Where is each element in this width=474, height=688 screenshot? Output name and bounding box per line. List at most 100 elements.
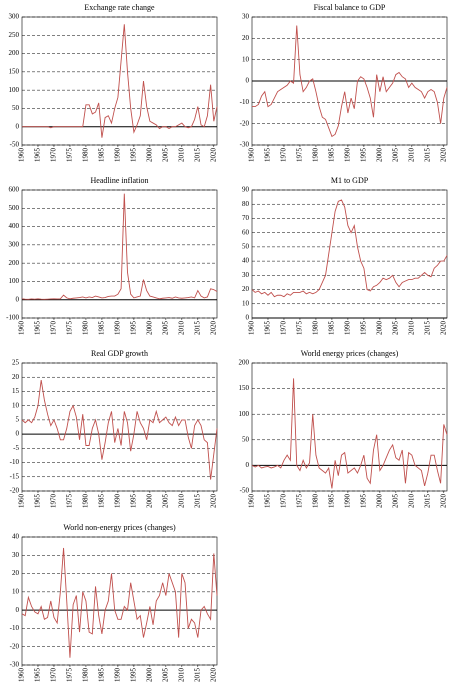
x-tick-label: 2000 xyxy=(145,494,153,509)
x-tick-label: 2005 xyxy=(161,668,169,683)
x-tick-label: 2020 xyxy=(439,494,447,509)
x-tick-label: 2010 xyxy=(177,494,185,509)
y-tick-label: -20 xyxy=(10,487,20,495)
y-tick-label: 10 xyxy=(242,299,250,307)
y-tick-label: 20 xyxy=(12,569,20,577)
x-tick-label: 2000 xyxy=(145,148,153,163)
x-tick-label: 1990 xyxy=(344,148,352,163)
y-tick-label: 25 xyxy=(12,359,20,367)
y-tick-label: 60 xyxy=(242,228,250,236)
x-tick-label: 1960 xyxy=(248,494,256,509)
y-tick-label: -30 xyxy=(10,661,20,669)
data-line xyxy=(21,193,218,300)
plot-frame xyxy=(21,362,218,492)
x-tick-label: 1970 xyxy=(280,321,288,336)
y-tick-label: 30 xyxy=(242,13,250,21)
data-line xyxy=(21,379,218,480)
x-tick-label: 1985 xyxy=(328,321,336,336)
x-tick-label: 1965 xyxy=(264,321,272,336)
x-tick-label: 2015 xyxy=(423,148,431,163)
y-tick-label: -15 xyxy=(10,472,20,480)
x-tick-label: 2000 xyxy=(375,494,383,509)
y-tick-label: 0 xyxy=(16,606,20,614)
y-tick-label: 10 xyxy=(242,55,250,63)
x-tick-label: 1990 xyxy=(114,321,122,336)
x-tick-label: 2005 xyxy=(391,494,399,509)
x-tick-label: 1970 xyxy=(280,148,288,163)
x-tick-label: 1965 xyxy=(264,148,272,163)
x-tick-label: 2005 xyxy=(161,148,169,163)
y-tick-label: -5 xyxy=(13,444,19,452)
y-tick-label: 15 xyxy=(12,387,20,395)
x-tick-label: 1980 xyxy=(82,321,90,336)
y-tick-label: 0 xyxy=(16,122,20,130)
x-tick-label: 2010 xyxy=(177,321,185,336)
y-tick-label: 20 xyxy=(242,34,250,42)
y-tick-label: 10 xyxy=(12,587,20,595)
x-tick-label: 1995 xyxy=(359,321,367,336)
x-tick-label: 1975 xyxy=(66,494,74,509)
y-tick-label: 80 xyxy=(242,200,250,208)
y-tick-label: 20 xyxy=(12,373,20,381)
x-tick-label: 2005 xyxy=(391,148,399,163)
y-tick-label: 90 xyxy=(242,186,250,194)
y-tick-label: 150 xyxy=(9,67,20,75)
x-tick-label: 2000 xyxy=(145,321,153,336)
y-tick-label: 30 xyxy=(242,271,250,279)
x-tick-label: 2020 xyxy=(209,148,217,163)
y-tick-label: 5 xyxy=(16,415,20,423)
x-tick-label: 1970 xyxy=(50,321,58,336)
y-tick-label: 30 xyxy=(12,551,20,559)
y-tick-label: 200 xyxy=(9,49,20,57)
x-tick-label: 2005 xyxy=(161,321,169,336)
x-tick-label: 1990 xyxy=(344,321,352,336)
x-tick-label: 2015 xyxy=(193,321,201,336)
y-tick-label: 200 xyxy=(239,359,250,367)
x-tick-label: 1980 xyxy=(312,321,320,336)
y-tick-label: 200 xyxy=(9,259,20,267)
x-tick-label: 1970 xyxy=(50,148,58,163)
y-tick-label: -50 xyxy=(10,141,20,149)
y-tick-label: 0 xyxy=(16,430,20,438)
y-tick-label: 250 xyxy=(9,31,20,39)
x-tick-label: 2015 xyxy=(423,494,431,509)
y-tick-label: 0 xyxy=(246,461,250,469)
x-tick-label: 1995 xyxy=(129,321,137,336)
x-tick-label: 2015 xyxy=(193,494,201,509)
x-tick-label: 1990 xyxy=(114,668,122,683)
x-tick-label: 2020 xyxy=(209,494,217,509)
data-line xyxy=(21,547,218,658)
x-tick-label: 2010 xyxy=(177,668,185,683)
x-tick-label: 1980 xyxy=(82,668,90,683)
x-tick-label: 1995 xyxy=(129,494,137,509)
x-tick-label: 2005 xyxy=(391,321,399,336)
x-tick-label: 1980 xyxy=(82,148,90,163)
y-tick-label: 500 xyxy=(9,204,20,212)
x-tick-label: 2020 xyxy=(209,321,217,336)
x-tick-label: 1995 xyxy=(129,148,137,163)
x-tick-label: 2020 xyxy=(439,321,447,336)
y-tick-label: 0 xyxy=(246,77,250,85)
x-tick-label: 1965 xyxy=(34,321,42,336)
y-tick-label: 100 xyxy=(9,277,20,285)
y-tick-label: 0 xyxy=(16,295,20,303)
x-tick-label: 1960 xyxy=(18,668,26,683)
y-tick-label: -50 xyxy=(240,487,250,495)
x-tick-label: 1975 xyxy=(296,148,304,163)
x-tick-label: 2015 xyxy=(193,148,201,163)
x-tick-label: 1960 xyxy=(18,148,26,163)
y-tick-label: 10 xyxy=(12,401,20,409)
x-tick-label: 1980 xyxy=(312,148,320,163)
chart-title: World energy prices (changes) xyxy=(301,349,399,358)
x-tick-label: 1975 xyxy=(296,494,304,509)
y-tick-label: 50 xyxy=(242,242,250,250)
x-tick-label: 1970 xyxy=(280,494,288,509)
x-tick-label: 2000 xyxy=(145,668,153,683)
chart-title: Fiscal balance to GDP xyxy=(314,3,386,12)
y-tick-label: -20 xyxy=(240,119,250,127)
y-tick-label: -30 xyxy=(240,141,250,149)
x-tick-label: 1995 xyxy=(129,668,137,683)
x-tick-label: 2015 xyxy=(423,321,431,336)
x-tick-label: 1970 xyxy=(50,668,58,683)
